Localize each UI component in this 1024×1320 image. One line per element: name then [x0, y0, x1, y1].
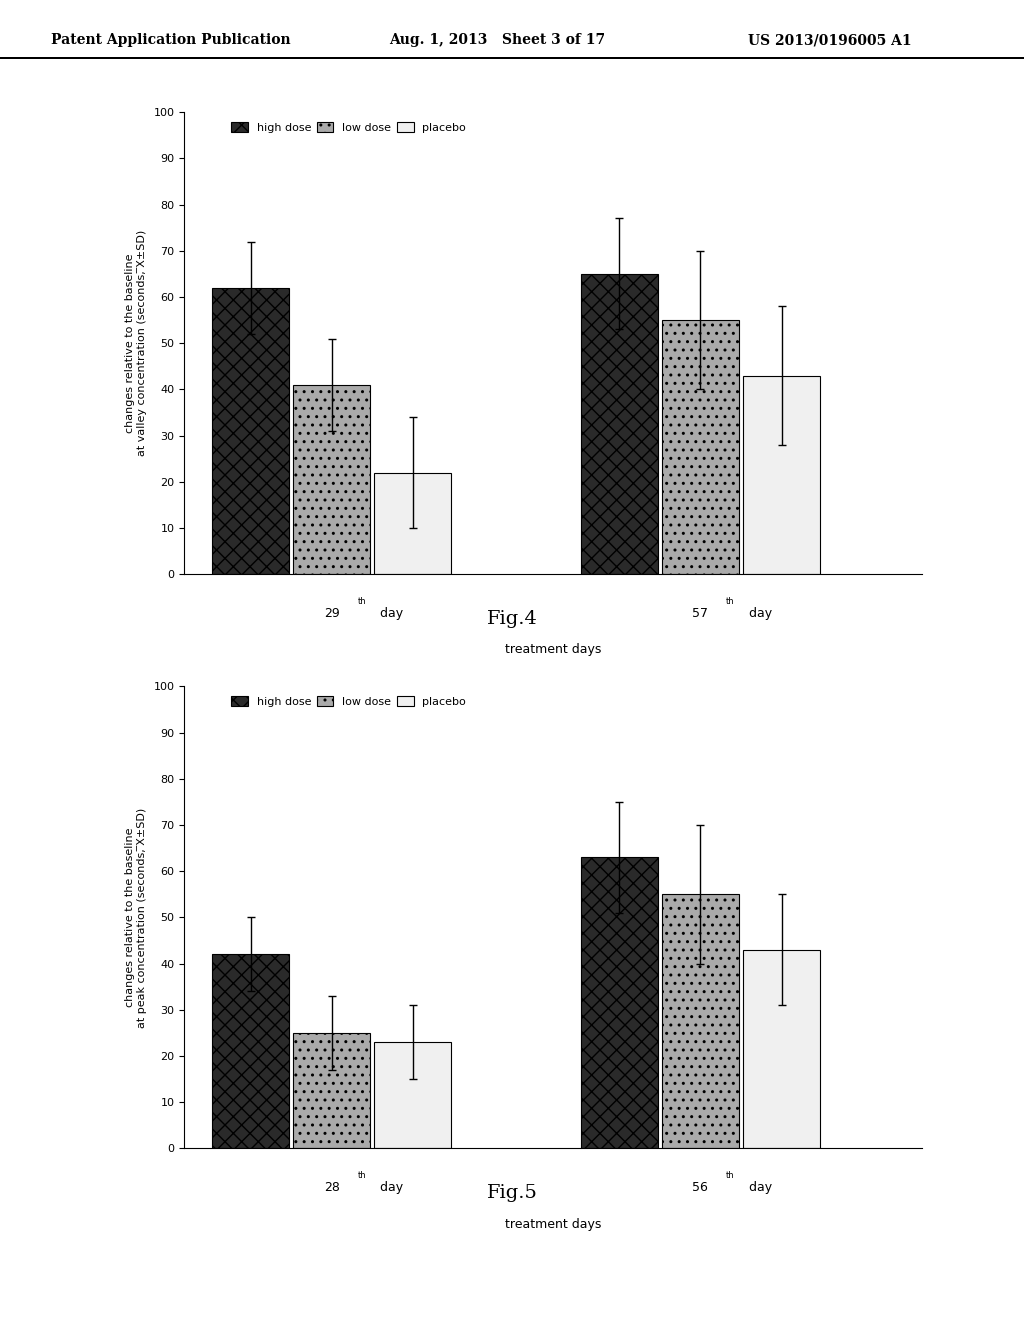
Text: 56: 56 [692, 1180, 709, 1193]
Text: US 2013/0196005 A1: US 2013/0196005 A1 [748, 33, 911, 48]
Text: day: day [376, 1180, 403, 1193]
Text: Fig.5: Fig.5 [486, 1184, 538, 1203]
Text: Aug. 1, 2013   Sheet 3 of 17: Aug. 1, 2013 Sheet 3 of 17 [389, 33, 605, 48]
Bar [581, 858, 657, 1148]
Bar [375, 1043, 452, 1148]
Bar [212, 288, 289, 574]
Bar [662, 895, 739, 1148]
Bar [375, 473, 452, 574]
Text: th: th [357, 1172, 367, 1180]
Bar [743, 376, 820, 574]
Text: 57: 57 [692, 607, 709, 619]
Text: treatment days: treatment days [505, 644, 601, 656]
Text: 28: 28 [324, 1180, 340, 1193]
Bar [293, 1032, 371, 1148]
Text: Patent Application Publication: Patent Application Publication [51, 33, 291, 48]
Bar [662, 321, 739, 574]
Legend: high dose, low dose, placebo: high dose, low dose, placebo [226, 692, 471, 711]
Y-axis label: changes relative to the baseline
at valley concentration (seconds, ̅X±SD): changes relative to the baseline at vall… [125, 230, 146, 457]
Bar [581, 275, 657, 574]
Text: treatment days: treatment days [505, 1217, 601, 1230]
Text: th: th [726, 1172, 735, 1180]
Text: 29: 29 [324, 607, 340, 619]
Text: Fig.4: Fig.4 [486, 610, 538, 628]
Legend: high dose, low dose, placebo: high dose, low dose, placebo [226, 117, 471, 137]
Bar [293, 385, 371, 574]
Text: th: th [357, 597, 367, 606]
Text: day: day [744, 1180, 772, 1193]
Bar [743, 950, 820, 1148]
Y-axis label: changes relative to the baseline
at peak concentration (seconds, ̅X±SD): changes relative to the baseline at peak… [125, 808, 146, 1027]
Text: th: th [726, 597, 735, 606]
Text: day: day [376, 607, 403, 619]
Bar [212, 954, 289, 1148]
Text: day: day [744, 607, 772, 619]
